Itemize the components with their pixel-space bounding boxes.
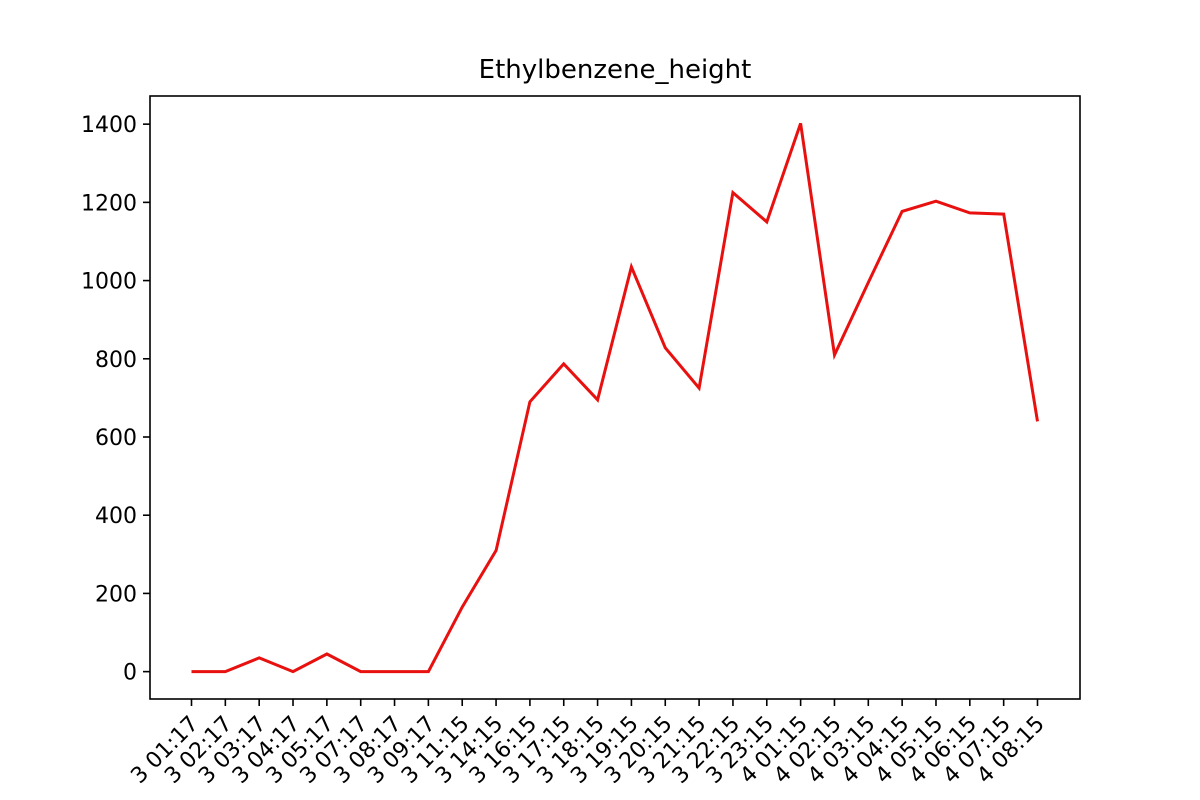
y-tick-label: 600 — [95, 426, 137, 451]
x-axis: 3 01:173 02:173 03:173 04:173 05:173 07:… — [126, 699, 1050, 789]
plot-area — [191, 122, 1039, 674]
chart-title: Ethylbenzene_height — [479, 55, 752, 85]
y-tick-label: 1200 — [81, 191, 137, 216]
axes-frame — [149, 95, 1081, 700]
y-tick-label: 1000 — [81, 270, 137, 295]
y-tick-label: 200 — [95, 582, 137, 607]
series-line-0 — [191, 122, 1039, 674]
y-axis: 0 200 400 600 800 1000 1200 1400 — [81, 113, 150, 686]
y-tick-label: 0 — [123, 661, 137, 686]
y-tick-label: 1400 — [81, 113, 137, 138]
y-tick-label: 400 — [95, 504, 137, 529]
y-tick-label: 800 — [95, 348, 137, 373]
